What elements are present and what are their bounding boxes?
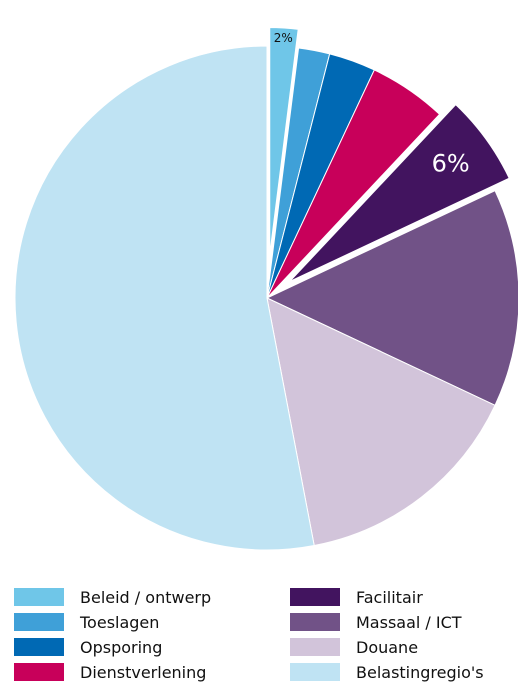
legend-item-dienstverlening: Dienstverlening (14, 661, 206, 683)
legend-label-opsporing: Opsporing (80, 637, 163, 657)
legend-item-facilitair: Facilitair (290, 586, 423, 608)
legend-item-opsporing: Opsporing (14, 636, 162, 658)
legend-label-dienstverlening: Dienstverlening (80, 662, 207, 682)
legend-item-douane: Douane (290, 636, 418, 658)
legend-item-toeslagen: Toeslagen (14, 611, 159, 633)
legend-item-belastingregios: Belastingregio's (290, 661, 484, 683)
legend-swatch-douane (290, 638, 340, 656)
pie-chart: 2% 6% (14, 24, 518, 551)
legend-swatch-facilitair (290, 588, 340, 606)
data-label-beleid-ontwerp: 2% (274, 31, 293, 45)
pie-slice-beleid-ontwerp (266, 24, 302, 281)
chart-legend: Beleid / ontwerp Toeslagen Opsporing Die… (14, 586, 514, 686)
pie-chart-svg: 2% 6% (14, 24, 518, 551)
pie-slice-belastingregio-s (14, 45, 315, 551)
legend-label-facilitair: Facilitair (356, 587, 423, 607)
legend-label-douane: Douane (356, 637, 419, 657)
legend-label-toeslagen: Toeslagen (80, 612, 160, 632)
legend-label-beleid: Beleid / ontwerp (80, 587, 212, 607)
pie-slice-dienstverlening (266, 69, 441, 299)
pie-slice-douane (266, 297, 496, 547)
legend-swatch-toeslagen (14, 613, 64, 631)
pie-slice-massaal-ict (266, 190, 518, 406)
legend-swatch-opsporing (14, 638, 64, 656)
data-label-facilitair: 6% (432, 150, 470, 178)
pie-slice-facilitair (281, 100, 514, 289)
legend-item-beleid: Beleid / ontwerp (14, 586, 211, 608)
legend-swatch-dienstverlening (14, 663, 64, 681)
legend-item-massaal-ict: Massaal / ICT (290, 611, 462, 633)
legend-swatch-massaal-ict (290, 613, 340, 631)
legend-label-massaal-ict: Massaal / ICT (356, 612, 462, 632)
legend-label-belastingregios: Belastingregio's (356, 662, 484, 682)
legend-swatch-belastingregios (290, 663, 340, 681)
legend-swatch-beleid (14, 588, 64, 606)
